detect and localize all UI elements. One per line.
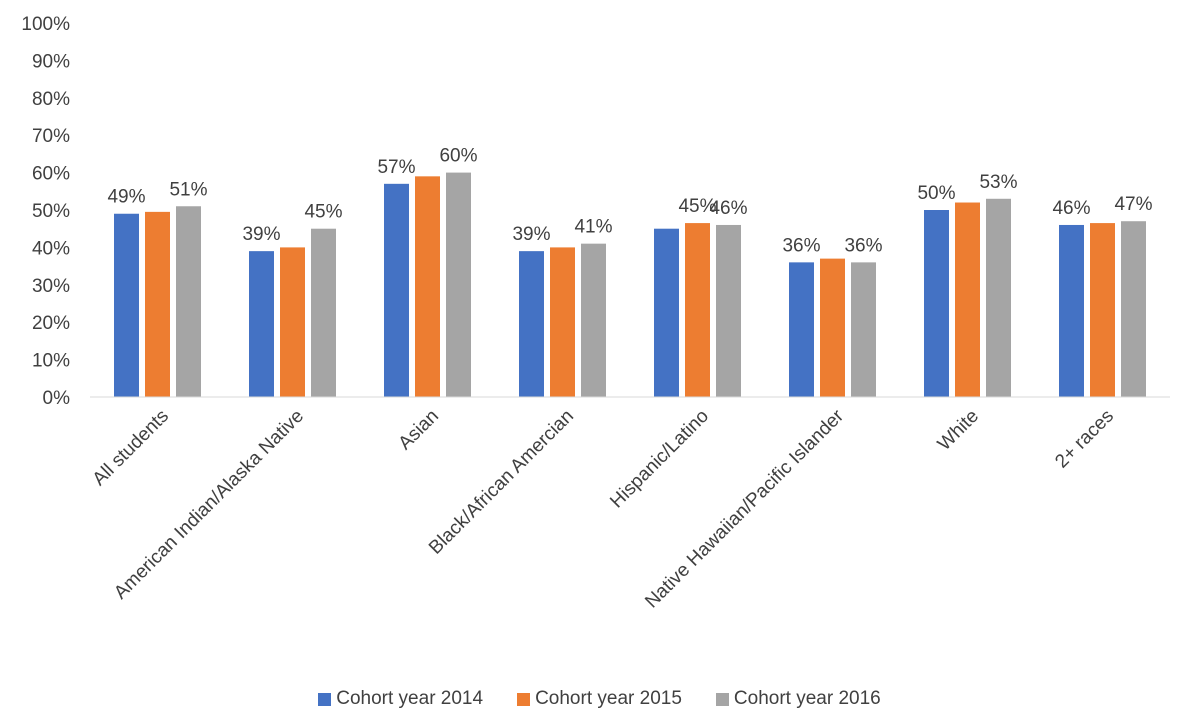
legend-item: Cohort year 2014 xyxy=(318,688,483,710)
bar xyxy=(789,262,814,397)
y-tick-label: 50% xyxy=(32,201,70,222)
bar xyxy=(384,183,409,397)
y-tick-label: 40% xyxy=(32,238,70,259)
bar xyxy=(415,176,440,397)
bar xyxy=(924,210,949,397)
legend-item: Cohort year 2015 xyxy=(517,688,682,710)
data-labels: 49% 51%39%45%57%60%39% 41%45%46%36% 36%50%5… xyxy=(107,146,1152,257)
legend-label: Cohort year 2016 xyxy=(733,688,881,709)
y-tick-label: 30% xyxy=(32,276,70,297)
bar xyxy=(1059,224,1084,397)
y-tick-label: 10% xyxy=(32,351,70,372)
bars xyxy=(114,172,1146,397)
bar xyxy=(1121,221,1146,397)
data-label: 49% xyxy=(107,187,145,208)
data-label: 36% xyxy=(844,235,882,256)
bar xyxy=(145,211,170,397)
data-label: 39% xyxy=(512,224,550,245)
bar xyxy=(1090,223,1115,397)
data-label: 47% xyxy=(1114,194,1152,215)
data-label: 57% xyxy=(377,157,415,178)
x-tick-label: 2+ races xyxy=(1051,406,1118,473)
y-tick-label: 90% xyxy=(32,51,70,72)
legend-label: Cohort year 2014 xyxy=(336,688,484,709)
x-tick-label: All students xyxy=(89,406,173,490)
data-label: 60% xyxy=(439,146,477,167)
x-tick-label: Black/African Amercian xyxy=(425,406,578,559)
data-label: 50% xyxy=(917,183,955,204)
x-tick-label: Hispanic/Latino xyxy=(606,406,713,513)
data-label: 36% xyxy=(782,235,820,256)
legend: Cohort year 2014 Cohort year 2015 Cohort y… xyxy=(0,688,1199,710)
data-label: 41% xyxy=(574,217,612,238)
y-tick-label: 100% xyxy=(21,14,70,35)
data-label: 46% xyxy=(1052,198,1090,219)
y-tick-label: 60% xyxy=(32,164,70,185)
y-tick-label: 70% xyxy=(32,126,70,147)
data-label: 53% xyxy=(979,172,1017,193)
bar xyxy=(550,247,575,397)
legend-swatch xyxy=(318,692,332,706)
data-label: 45% xyxy=(304,202,342,223)
y-tick-label: 0% xyxy=(43,388,71,409)
y-tick-label: 20% xyxy=(32,313,70,334)
y-axis: 0% 10% 20% 30% 40% 50% 60% 70% 80% 90% 100% xyxy=(21,14,70,409)
bar xyxy=(581,243,606,397)
bar xyxy=(986,198,1011,397)
x-tick-label: White xyxy=(934,406,983,455)
legend-label: Cohort year 2015 xyxy=(535,688,682,709)
y-tick-label: 80% xyxy=(32,89,70,110)
bar xyxy=(311,228,336,397)
legend-swatch xyxy=(715,692,729,706)
bar xyxy=(955,202,980,397)
x-tick-label: Asian xyxy=(395,406,443,454)
bar xyxy=(685,223,710,397)
data-label: 45% xyxy=(678,196,716,217)
bar xyxy=(176,206,201,397)
bar xyxy=(654,228,679,397)
legend-item: Cohort year 2016 xyxy=(715,688,881,710)
bar xyxy=(851,262,876,397)
data-label: 51% xyxy=(169,179,207,200)
bar xyxy=(820,258,845,397)
data-label: 46% xyxy=(709,198,747,219)
bar xyxy=(280,247,305,397)
bar xyxy=(249,251,274,397)
bar-chart: 0% 10% 20% 30% 40% 50% 60% 70% 80% 90% 100% 49% 51%… xyxy=(21,14,1170,612)
bar xyxy=(114,213,139,397)
legend-swatch xyxy=(517,692,531,706)
bar xyxy=(519,251,544,397)
bar xyxy=(446,172,471,397)
data-label: 39% xyxy=(242,224,280,245)
bar xyxy=(716,224,741,397)
